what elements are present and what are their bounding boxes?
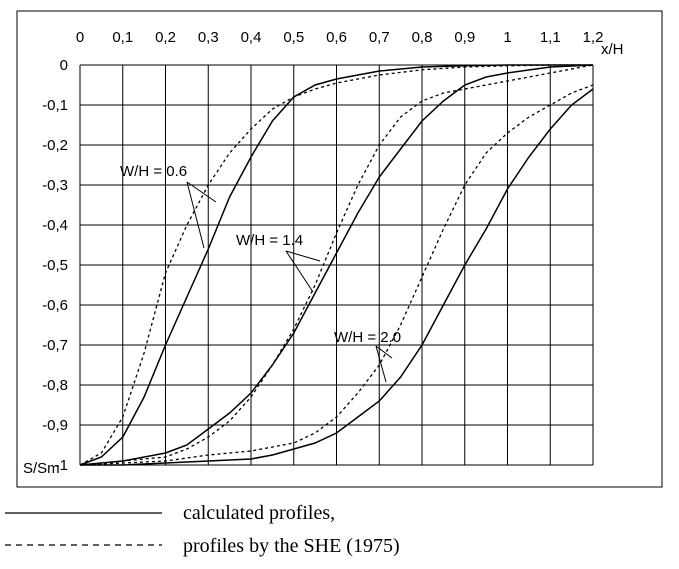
series-calculated-0 xyxy=(79,64,593,466)
x-tick-label: 0,2 xyxy=(155,29,176,46)
y-tick-label: -0,8 xyxy=(42,377,68,394)
chart-annotations: W/H = 0.6 W/H = 1.4 W/H = 2.0 xyxy=(120,163,401,383)
annotation-leader xyxy=(375,345,387,383)
y-tick-label: 0 xyxy=(60,57,68,74)
x-tick-labels: 0 0,1 0,2 0,3 0,4 0,5 0,6 0,7 0,8 0,9 1 1,1 1,2 xyxy=(76,29,604,46)
annotation-leader xyxy=(285,250,321,262)
y-tick-label: -0,3 xyxy=(42,177,68,194)
legend-label-calculated: calculated profiles, xyxy=(183,502,335,524)
y-tick-label: -0,6 xyxy=(42,297,68,314)
series-she-1 xyxy=(79,64,593,466)
x-axis-label: x/H xyxy=(601,41,624,58)
x-tick-label: 0,3 xyxy=(198,29,219,46)
annotation-wh-0-6: W/H = 0.6 xyxy=(120,163,187,180)
legend: calculated profiles, profiles by the SHE… xyxy=(5,502,400,557)
series-calculated-4 xyxy=(80,88,594,466)
annotation-wh-1-4: W/H = 1.4 xyxy=(236,232,303,249)
x-tick-label: 1,2 xyxy=(583,29,604,46)
x-tick-label: 0 xyxy=(76,29,84,46)
annotation-leader xyxy=(375,345,393,359)
x-tick-label: 1,1 xyxy=(540,29,561,46)
y-tick-label: -1 xyxy=(55,457,68,474)
x-tick-label: 0,7 xyxy=(369,29,390,46)
y-tick-label: -0,4 xyxy=(42,217,68,234)
y-tick-label: -0,9 xyxy=(42,417,68,434)
annotation-wh-2-0: W/H = 2.0 xyxy=(334,329,401,346)
y-tick-label: -0,1 xyxy=(42,97,68,114)
annotation-leader xyxy=(186,181,217,203)
y-tick-label: -0,2 xyxy=(42,137,68,154)
legend-label-she: profiles by the SHE (1975) xyxy=(183,535,400,557)
annotation-leader xyxy=(186,181,205,249)
series-she-5 xyxy=(79,84,594,466)
x-tick-label: 0,4 xyxy=(241,29,262,46)
x-tick-label: 0,1 xyxy=(112,29,133,46)
annotation-leader xyxy=(285,250,314,293)
x-tick-label: 0,8 xyxy=(412,29,433,46)
y-tick-label: -0,5 xyxy=(42,257,68,274)
chart-series xyxy=(79,64,594,466)
y-axis-label: S/Sm xyxy=(23,460,60,477)
x-tick-label: 0,6 xyxy=(326,29,347,46)
y-tick-labels: 0 -0,1 -0,2 -0,3 -0,4 -0,5 -0,6 -0,7 -0,8 -0,9 -1 xyxy=(42,57,68,474)
series-calculated-2 xyxy=(79,64,594,466)
series-she-3 xyxy=(79,64,594,466)
y-tick-label: -0,7 xyxy=(42,337,68,354)
chart-frame xyxy=(16,10,663,488)
x-tick-label: 1 xyxy=(503,29,511,46)
x-tick-label: 0,5 xyxy=(283,29,304,46)
x-tick-label: 0,9 xyxy=(454,29,475,46)
